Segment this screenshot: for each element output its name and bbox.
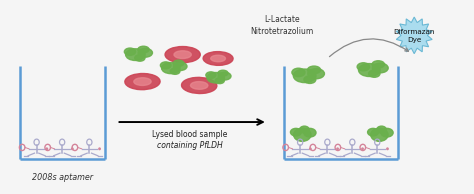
Text: containing PfLDH: containing PfLDH [157,141,223,150]
Ellipse shape [72,148,73,150]
Ellipse shape [362,148,363,150]
Ellipse shape [300,126,309,133]
Ellipse shape [293,128,311,141]
Text: Diformazan: Diformazan [393,29,435,35]
Ellipse shape [211,55,226,62]
Ellipse shape [304,76,316,83]
Ellipse shape [372,63,388,73]
Ellipse shape [371,128,388,141]
Ellipse shape [46,148,47,150]
FancyArrowPatch shape [329,39,409,57]
Ellipse shape [191,82,208,89]
Ellipse shape [126,49,145,61]
Ellipse shape [173,62,187,71]
Ellipse shape [203,52,233,65]
Ellipse shape [308,66,320,74]
Ellipse shape [218,72,231,80]
Ellipse shape [207,73,225,83]
Ellipse shape [138,48,153,57]
Ellipse shape [357,63,370,71]
Ellipse shape [218,70,228,76]
Polygon shape [396,17,432,54]
Text: Dye: Dye [407,37,421,43]
Ellipse shape [367,128,378,136]
Ellipse shape [99,148,100,150]
Ellipse shape [358,64,380,76]
Ellipse shape [308,69,325,79]
Ellipse shape [134,78,151,85]
Ellipse shape [377,126,386,133]
Ellipse shape [160,62,171,69]
Ellipse shape [182,77,217,94]
Ellipse shape [369,70,380,77]
Ellipse shape [293,69,316,83]
Ellipse shape [162,62,180,74]
Ellipse shape [124,48,136,55]
Ellipse shape [310,148,311,150]
Ellipse shape [292,68,305,77]
Ellipse shape [174,51,191,58]
Ellipse shape [215,78,224,84]
Text: 2008s aptamer: 2008s aptamer [32,173,92,182]
Ellipse shape [387,148,388,150]
Ellipse shape [170,68,180,74]
Ellipse shape [173,60,184,66]
Ellipse shape [125,74,160,90]
Ellipse shape [304,128,316,137]
Ellipse shape [372,61,384,68]
Ellipse shape [135,55,145,61]
Ellipse shape [165,47,200,63]
Ellipse shape [138,46,149,53]
Ellipse shape [337,148,338,150]
Ellipse shape [381,128,393,137]
Text: L-Lactate
Nitrotetrazolium: L-Lactate Nitrotetrazolium [250,15,313,36]
Ellipse shape [291,128,301,136]
Text: Lysed blood sample: Lysed blood sample [152,130,228,139]
Ellipse shape [206,72,216,78]
